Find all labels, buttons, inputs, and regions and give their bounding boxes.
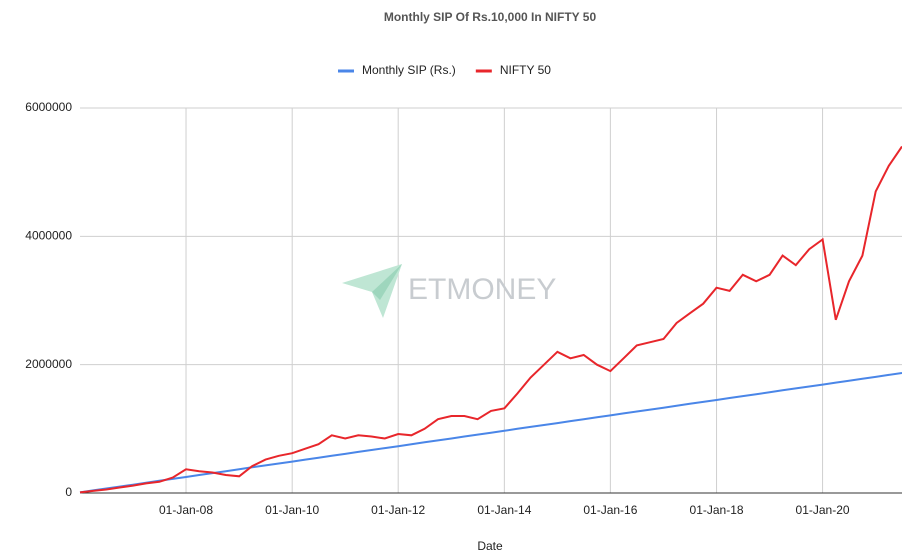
y-tick-label: 0 (65, 485, 72, 499)
y-tick-label: 4000000 (25, 229, 72, 243)
x-tick-label: 01-Jan-10 (265, 503, 319, 517)
x-tick-label: 01-Jan-20 (796, 503, 850, 517)
legend-label: NIFTY 50 (500, 63, 551, 77)
series-line (79, 145, 902, 494)
x-tick-label: 01-Jan-18 (690, 503, 744, 517)
chart-title: Monthly SIP Of Rs.10,000 In NIFTY 50 (384, 10, 597, 24)
y-tick-label: 2000000 (25, 357, 72, 371)
watermark: ETMONEY (342, 264, 556, 318)
watermark-icon (342, 264, 402, 318)
x-tick-label: 01-Jan-14 (477, 503, 531, 517)
legend-label: Monthly SIP (Rs.) (362, 63, 456, 77)
plot: 0 2000000 4000000 6000000 01-Jan-08 01-Jan-10… (25, 63, 902, 517)
legend: Monthly SIP (Rs.) NIFTY 50 (338, 63, 551, 77)
watermark-icon-fold (372, 264, 402, 300)
x-tick-label: 01-Jan-16 (583, 503, 637, 517)
watermark-text: ETMONEY (408, 273, 556, 306)
x-axis-label: Date (477, 539, 503, 553)
x-tick-label: 01-Jan-12 (371, 503, 425, 517)
y-tick-label: 6000000 (25, 100, 72, 114)
series-line (79, 372, 902, 494)
x-tick-label: 01-Jan-08 (159, 503, 213, 517)
